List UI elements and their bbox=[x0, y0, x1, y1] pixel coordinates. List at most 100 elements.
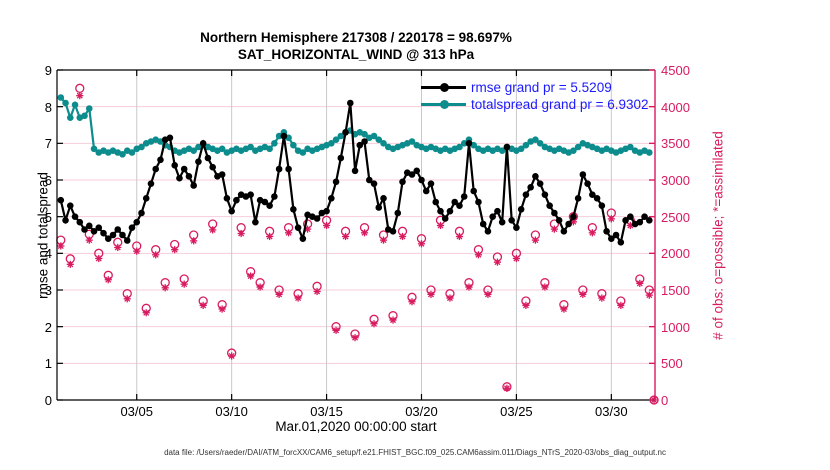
rmse-marker bbox=[617, 239, 625, 246]
rmse-marker bbox=[128, 224, 136, 231]
rmse-marker bbox=[247, 191, 254, 198]
rmse-marker bbox=[494, 207, 501, 215]
obs-assimilated-marker bbox=[465, 283, 473, 291]
rmse-marker bbox=[475, 198, 482, 206]
totalspread-marker bbox=[517, 145, 525, 153]
y-right-tick-label: 1000 bbox=[661, 319, 690, 335]
obs-assimilated-marker bbox=[474, 251, 483, 259]
rmse-marker bbox=[574, 195, 582, 202]
obs-assimilated-marker bbox=[541, 283, 549, 291]
obs-assimilated-marker bbox=[123, 295, 131, 303]
rmse-marker bbox=[223, 195, 231, 202]
rmse-marker bbox=[199, 140, 207, 147]
rmse-marker bbox=[95, 224, 103, 231]
y-left-tick-label: 5 bbox=[44, 209, 52, 225]
rmse-marker bbox=[460, 193, 468, 200]
totalspread-marker bbox=[190, 147, 197, 154]
legend-label-totalspread: totalspread grand pr = 6.9302 bbox=[471, 97, 649, 112]
rmse-marker bbox=[422, 187, 430, 195]
obs-assimilated-marker bbox=[351, 334, 359, 342]
rmse-marker bbox=[593, 195, 601, 202]
rmse-marker bbox=[71, 213, 79, 220]
totalspread-marker bbox=[337, 132, 345, 140]
totalspread-marker bbox=[57, 94, 65, 101]
totalspread-marker bbox=[119, 151, 126, 158]
rmse-marker bbox=[142, 195, 150, 202]
rmse-marker bbox=[85, 222, 93, 230]
rmse-marker bbox=[176, 174, 183, 182]
totalspread-marker bbox=[128, 149, 136, 156]
totalspread-marker bbox=[71, 101, 79, 109]
obs-assimilated-marker bbox=[237, 229, 245, 238]
obs-assimilated-marker bbox=[436, 221, 445, 230]
rmse-marker bbox=[527, 184, 534, 191]
obs-assimilated-marker bbox=[256, 283, 264, 291]
obs-assimilated-marker bbox=[550, 225, 558, 233]
axis-ticks bbox=[57, 69, 655, 401]
rmse-marker bbox=[484, 228, 492, 235]
rmse-marker bbox=[337, 154, 345, 162]
totalspread-marker bbox=[361, 130, 368, 138]
rmse-marker bbox=[204, 154, 212, 162]
totalspread-marker bbox=[328, 140, 335, 147]
y-right-tick-label: 3000 bbox=[661, 173, 690, 188]
y-left-tick-label: 2 bbox=[44, 319, 52, 335]
obs-assimilated-marker bbox=[66, 260, 74, 268]
rmse-marker bbox=[114, 226, 122, 233]
obs-assimilated-marker bbox=[85, 236, 93, 244]
series-totalspread bbox=[57, 94, 653, 158]
obs-assimilated-marker bbox=[484, 290, 492, 298]
rmse-marker bbox=[380, 195, 387, 202]
totalspread-marker bbox=[247, 143, 254, 151]
totalspread-marker bbox=[90, 145, 98, 153]
totalspread-marker bbox=[66, 114, 74, 121]
obs-assimilated-marker bbox=[57, 242, 65, 250]
x-tick-label: 03/05 bbox=[120, 404, 153, 419]
obs-assimilated-marker bbox=[114, 243, 122, 252]
obs-assimilated-marker bbox=[598, 294, 606, 302]
obs-assimilated-marker bbox=[493, 258, 502, 266]
obs-assimilated-marker bbox=[285, 229, 293, 237]
x-tick-label: 03/15 bbox=[310, 404, 343, 419]
rmse-marker bbox=[76, 218, 84, 226]
totalspread-marker bbox=[456, 143, 463, 151]
rmse-marker bbox=[437, 207, 444, 215]
totalspread-marker bbox=[290, 141, 297, 149]
legend-line-rmse bbox=[421, 83, 466, 92]
rmse-marker bbox=[513, 224, 520, 231]
obs-assimilated-marker bbox=[446, 294, 454, 302]
rmse-marker bbox=[603, 228, 610, 235]
obs-assimilated-marker bbox=[266, 232, 274, 241]
obs-assimilated-marker bbox=[104, 276, 112, 284]
legend-marker-totalspread bbox=[440, 100, 449, 109]
obs-assimilated-marker bbox=[218, 305, 226, 313]
rmse-marker bbox=[294, 224, 302, 231]
rmse-marker bbox=[152, 165, 160, 173]
rmse-marker bbox=[370, 180, 378, 187]
rmse-marker bbox=[503, 143, 511, 151]
y-right-tick-label: 500 bbox=[661, 356, 683, 372]
totalspread-marker bbox=[570, 147, 577, 154]
obs-assimilated-marker bbox=[588, 229, 596, 237]
obs-assimilated-marker bbox=[313, 287, 321, 296]
rmse-marker bbox=[233, 196, 240, 204]
obs-assimilated-marker bbox=[636, 279, 644, 287]
obs-assimilated-marker bbox=[228, 352, 236, 360]
rmse-marker bbox=[261, 198, 269, 206]
y-left-tick-label: 6 bbox=[44, 173, 52, 188]
rmse-marker bbox=[342, 129, 349, 136]
y-right-tick-label: 4500 bbox=[661, 63, 690, 78]
obs-assimilated-marker bbox=[389, 316, 397, 324]
obs-assimilated-marker bbox=[171, 246, 179, 254]
totalspread-marker bbox=[536, 140, 544, 147]
rmse-marker bbox=[522, 191, 530, 198]
rmse-marker bbox=[375, 204, 383, 211]
rmse-marker bbox=[636, 218, 644, 226]
y-left-tick-label: 3 bbox=[44, 283, 52, 298]
rmse-marker bbox=[470, 187, 478, 195]
rmse-marker bbox=[365, 176, 373, 184]
rmse-marker bbox=[109, 231, 117, 239]
x-tick-label: 03/20 bbox=[405, 404, 438, 419]
y-left-tick-label: 4 bbox=[44, 246, 52, 262]
